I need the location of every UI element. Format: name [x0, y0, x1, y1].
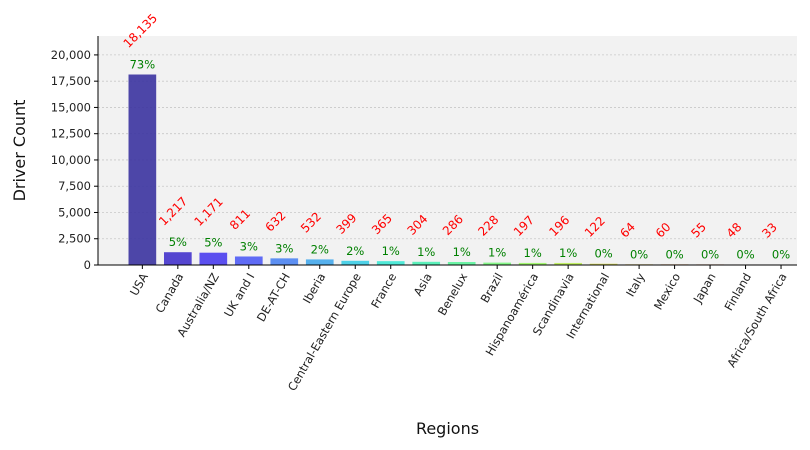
- percent-label: 73%: [130, 57, 156, 71]
- bar: [483, 262, 512, 265]
- bar: [412, 261, 441, 265]
- plot-background: [98, 36, 797, 265]
- y-tick-label: 5,000: [58, 205, 91, 219]
- bar: [163, 252, 192, 265]
- y-tick-label: 10,000: [51, 153, 91, 167]
- bar: [589, 263, 618, 265]
- y-tick-label: 0: [84, 258, 91, 272]
- percent-label: 2%: [346, 244, 364, 258]
- x-tick-label: UK and I: [221, 271, 257, 320]
- percent-label: 1%: [559, 246, 577, 260]
- x-tick-label: Brazil: [478, 271, 506, 306]
- y-tick-label: 2,500: [58, 232, 91, 246]
- bar: [376, 261, 405, 265]
- percent-label: 0%: [630, 247, 648, 261]
- bar: [199, 252, 228, 265]
- x-tick-label: Iberia: [300, 271, 328, 306]
- y-tick-label: 15,000: [51, 100, 91, 114]
- bar: [128, 74, 157, 265]
- percent-label: 1%: [488, 246, 506, 260]
- percent-label: 0%: [665, 247, 683, 261]
- y-tick-label: 17,500: [51, 74, 91, 88]
- x-axis-title: Regions: [416, 419, 479, 438]
- x-tick-label: Asia: [411, 271, 435, 299]
- percent-label: 0%: [594, 247, 612, 261]
- percent-label: 0%: [772, 248, 790, 262]
- percent-label: 0%: [701, 247, 719, 261]
- x-tick-label: Canada: [152, 271, 186, 316]
- bar: [234, 256, 263, 265]
- percent-label: 5%: [169, 235, 187, 249]
- x-tick-label: Italy: [623, 270, 648, 299]
- percent-label: 1%: [524, 246, 542, 260]
- percent-label: 0%: [736, 247, 754, 261]
- percent-label: 1%: [382, 244, 400, 258]
- x-tick-label: Benelux: [435, 270, 471, 318]
- bar: [554, 262, 582, 265]
- y-tick-label: 12,500: [51, 127, 91, 141]
- x-tick-label: Japan: [690, 271, 719, 307]
- bar: [447, 261, 476, 265]
- x-tick-label: DE-AT-CH: [254, 271, 293, 325]
- percent-label: 5%: [204, 236, 222, 250]
- x-tick-label: Central-Eastern Europe: [285, 271, 364, 394]
- bar: [341, 260, 370, 265]
- percent-label: 1%: [417, 245, 435, 259]
- bars: [128, 74, 795, 265]
- x-tick-label: USA: [127, 270, 151, 298]
- percent-label: 1%: [453, 245, 471, 259]
- x-tick-label: Mexico: [651, 271, 683, 313]
- x-tick-label: Finland: [721, 271, 754, 314]
- bar: [270, 258, 299, 265]
- percent-label: 2%: [311, 242, 329, 256]
- percent-label: 3%: [275, 241, 293, 255]
- y-tick-label: 7,500: [58, 179, 91, 193]
- y-tick-label: 20,000: [51, 48, 91, 62]
- x-tick-label: France: [368, 271, 399, 311]
- bar: [518, 262, 547, 265]
- y-axis-title: Driver Count: [10, 100, 29, 202]
- percent-label: 3%: [240, 239, 258, 253]
- bar: [305, 259, 334, 265]
